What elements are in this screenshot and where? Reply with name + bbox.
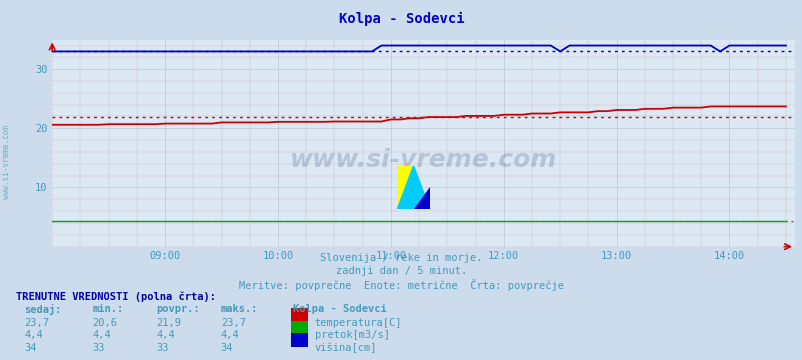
Text: 4,4: 4,4 xyxy=(156,330,175,340)
Text: povpr.:: povpr.: xyxy=(156,304,200,314)
Text: TRENUTNE VREDNOSTI (polna črta):: TRENUTNE VREDNOSTI (polna črta): xyxy=(16,292,216,302)
Text: 34: 34 xyxy=(24,343,37,353)
Text: Kolpa - Sodevci: Kolpa - Sodevci xyxy=(338,12,464,26)
Text: 20,6: 20,6 xyxy=(92,318,117,328)
Polygon shape xyxy=(397,166,413,209)
Text: Meritve: povprečne  Enote: metrične  Črta: povprečje: Meritve: povprečne Enote: metrične Črta:… xyxy=(239,279,563,291)
Text: višina[cm]: višina[cm] xyxy=(314,343,377,353)
Text: www.si-vreme.com: www.si-vreme.com xyxy=(2,125,11,199)
Text: pretok[m3/s]: pretok[m3/s] xyxy=(314,330,389,340)
Text: Slovenija / reke in morje.: Slovenija / reke in morje. xyxy=(320,253,482,263)
Text: 33: 33 xyxy=(92,343,105,353)
Text: 4,4: 4,4 xyxy=(92,330,111,340)
Text: 4,4: 4,4 xyxy=(221,330,239,340)
Text: maks.:: maks.: xyxy=(221,304,258,314)
Polygon shape xyxy=(397,166,429,209)
Text: www.si-vreme.com: www.si-vreme.com xyxy=(290,148,557,172)
Text: 4,4: 4,4 xyxy=(24,330,43,340)
Text: 33: 33 xyxy=(156,343,169,353)
Text: 21,9: 21,9 xyxy=(156,318,181,328)
Text: sedaj:: sedaj: xyxy=(24,304,62,315)
Text: temperatura[C]: temperatura[C] xyxy=(314,318,402,328)
Polygon shape xyxy=(413,187,429,209)
Text: zadnji dan / 5 minut.: zadnji dan / 5 minut. xyxy=(335,266,467,276)
Text: 23,7: 23,7 xyxy=(221,318,245,328)
Text: Kolpa - Sodevci: Kolpa - Sodevci xyxy=(293,304,387,314)
Text: 23,7: 23,7 xyxy=(24,318,49,328)
Text: 34: 34 xyxy=(221,343,233,353)
Text: min.:: min.: xyxy=(92,304,124,314)
